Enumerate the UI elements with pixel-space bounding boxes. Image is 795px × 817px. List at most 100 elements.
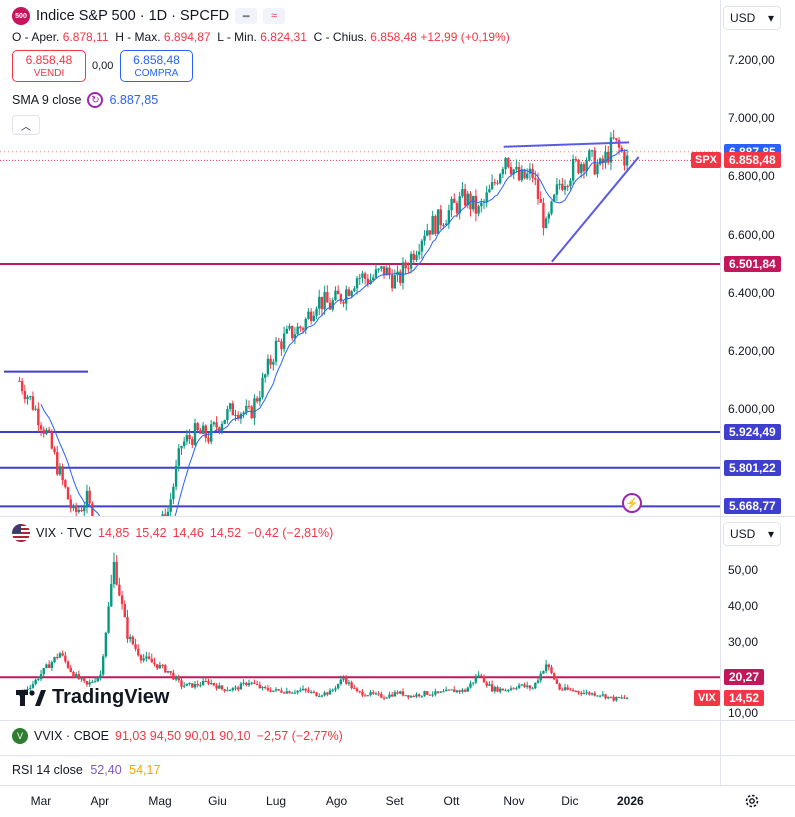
tradingview-wordmark: TradingView (52, 686, 170, 708)
vvix-change: −2,57 (−2,77%) (256, 729, 343, 743)
spx-candle (336, 285, 340, 295)
spx-candle (172, 483, 175, 504)
spx-candle (83, 502, 86, 516)
spx-candle (77, 506, 81, 514)
spx-candle (455, 200, 459, 218)
vix-candle (439, 690, 442, 693)
currency-select[interactable]: USD ▾ (723, 6, 781, 30)
spx-candle (609, 132, 613, 171)
minus-icon[interactable]: ━ (235, 8, 258, 24)
vix-candle (39, 669, 43, 682)
vix-candle (231, 687, 235, 692)
symbol-title[interactable]: Indice S&P 500 · 1D · SPCFD (36, 8, 230, 24)
spx-candle (596, 159, 599, 178)
vix-candle (137, 644, 140, 657)
rsi-legend[interactable]: RSI 14 close 52,40 54,17 (12, 763, 160, 777)
spx-candle (26, 394, 29, 405)
vix-candle (334, 685, 337, 693)
spx-candle (415, 250, 418, 262)
pane-divider-vix[interactable] (0, 516, 795, 517)
vix-candle (80, 676, 83, 682)
level-tag-4: 5.668,77 (724, 498, 781, 515)
collapse-legend-button[interactable]: ︿ (12, 115, 40, 135)
vix-currency-select[interactable]: USD ▾ (723, 522, 781, 546)
pane-divider-vvix[interactable] (0, 720, 795, 721)
spx-candle (588, 148, 591, 162)
vix-candle (409, 694, 413, 698)
vix-candle (590, 692, 594, 696)
pane-divider-rsi[interactable] (0, 755, 795, 756)
spx-candle (488, 184, 491, 193)
spx-candle (69, 494, 72, 513)
rsi-value: 52,40 (90, 763, 122, 777)
vix-chart[interactable] (0, 516, 720, 716)
vix-candle (204, 677, 207, 683)
spx-candle (255, 395, 259, 404)
vix-price-tag: 14,52 (724, 689, 765, 706)
symbol-tag: SPX (691, 152, 722, 169)
spx-candle (347, 286, 351, 297)
vix-candle (131, 635, 135, 646)
vix-candle (363, 693, 367, 697)
spx-candle (247, 400, 251, 410)
time-axis-label: Set (385, 794, 404, 808)
spx-candle (334, 286, 337, 302)
vix-candle (209, 679, 213, 685)
vix-candle (261, 686, 264, 691)
spx-candle (312, 311, 316, 322)
spx-candle (480, 198, 483, 213)
spx-candle (477, 204, 480, 217)
spx-candle (474, 189, 478, 222)
lightning-icon[interactable]: ⚡ (622, 493, 642, 513)
sell-button[interactable]: 6.858,48 VENDI (12, 50, 86, 82)
vix-candle (461, 688, 464, 694)
vix-candle (531, 686, 534, 690)
vix-candle (56, 653, 59, 660)
refresh-icon[interactable]: ↻ (87, 92, 104, 108)
vvix-legend[interactable]: V VVIX · CBOE 91,03 94,50 90,01 90,10 −2… (12, 728, 343, 744)
vix-low: 14,46 (172, 526, 204, 540)
vix-candle (388, 691, 391, 699)
vix-candle (577, 690, 580, 695)
open-value: 6.878,11 (62, 30, 109, 44)
vix-close: 14,52 (209, 526, 242, 540)
vix-candle (390, 691, 394, 698)
vix-candle (442, 688, 445, 693)
vix-candle (172, 669, 175, 681)
vix-candle (555, 676, 559, 685)
vix-candle (64, 651, 67, 664)
rsi-label: RSI 14 close (12, 763, 83, 777)
wave-icon[interactable]: ≈ (263, 8, 286, 24)
vix-candle (177, 674, 180, 683)
vix-candle (66, 660, 70, 670)
vix-legend[interactable]: VIX · TVC 14,85 15,42 14,46 14,52 −0,42 … (12, 524, 333, 542)
vix-candle (223, 688, 226, 693)
sma-legend[interactable]: SMA 9 close ↻ 6.887,85 (12, 92, 158, 108)
vix-candle (604, 693, 607, 700)
gear-icon[interactable] (744, 793, 760, 809)
time-axis-label: Lug (266, 794, 287, 808)
spx-candle (569, 178, 572, 190)
vix-candle (112, 552, 116, 589)
vix-candle (118, 577, 121, 597)
time-axis-label: 2026 (617, 794, 644, 808)
vix-candle (339, 675, 343, 686)
vix-candle (512, 687, 515, 690)
vix-candle (615, 696, 618, 702)
vix-tick-label: 30,00 (728, 634, 759, 649)
vix-candle (469, 680, 472, 689)
spx-candle (417, 244, 421, 260)
spx-candle (363, 271, 367, 285)
symbol-title-row[interactable]: 500 Indice S&P 500 · 1D · SPCFD ━ ≈ (12, 7, 286, 25)
main-price-chart[interactable] (0, 0, 720, 516)
vix-candle (426, 690, 429, 696)
vix-candle (169, 670, 172, 676)
spx-candle (226, 405, 229, 424)
vix-candle (199, 682, 202, 688)
buy-button[interactable]: 6.858,48 COMPRA (120, 50, 193, 82)
tradingview-logo[interactable]: TradingView (16, 686, 169, 709)
last-price-tag: 6.858,48 (724, 152, 781, 169)
vix-candle (617, 696, 621, 699)
level-tag-3: 5.801,22 (724, 459, 781, 476)
spx-candle (177, 443, 180, 472)
